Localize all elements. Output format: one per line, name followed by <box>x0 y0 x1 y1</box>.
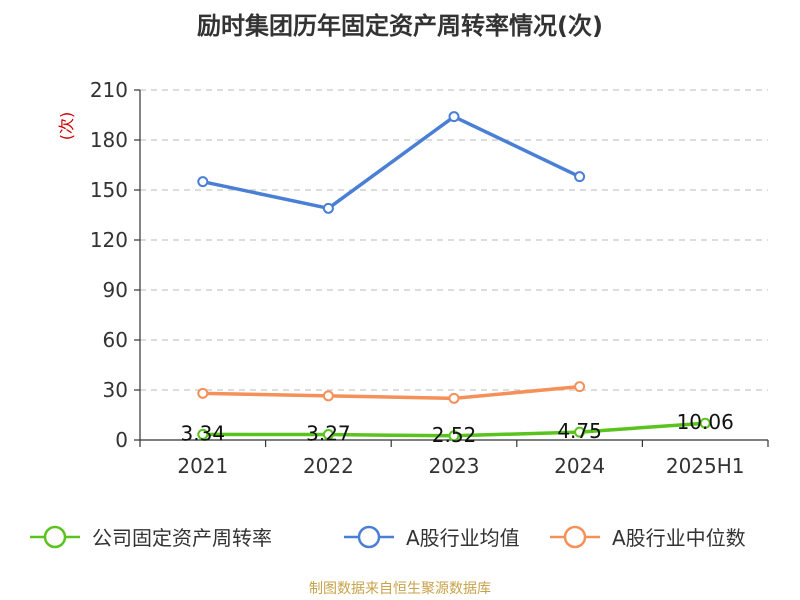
legend-marker <box>43 525 67 549</box>
y-tick-label: 60 <box>103 328 128 352</box>
data-point <box>574 171 586 183</box>
series-line <box>202 114 581 211</box>
legend-label: A股行业中位数 <box>612 526 746 550</box>
x-tick-label: 2021 <box>177 454 228 478</box>
y-tick-label: 210 <box>90 78 128 102</box>
grid-lines <box>140 89 768 391</box>
x-tick-label: 2025H1 <box>666 454 745 478</box>
data-point <box>448 430 460 442</box>
x-tick-label: 2024 <box>554 454 605 478</box>
source-note: 制图数据来自恒生聚源数据库 <box>309 581 491 597</box>
legend-marker <box>357 525 381 549</box>
y-tick-label: 150 <box>90 178 128 202</box>
legend-marker <box>563 525 587 549</box>
axes: 0 30 60 90 120 150 180 210 2021 2022 2023 2024 2025H… <box>90 78 769 478</box>
data-point <box>197 428 209 440</box>
y-tick-label: 90 <box>103 278 128 302</box>
data-point <box>699 417 711 429</box>
data-label: 3.27 <box>306 422 351 446</box>
data-point <box>197 387 209 399</box>
data-point <box>448 392 460 404</box>
y-tick-label: 30 <box>103 378 128 402</box>
legend: 公司固定资产周转率 A股行业均值 A股行业中位数 <box>30 525 746 550</box>
series-line <box>202 384 580 401</box>
legend-label: A股行业均值 <box>406 526 520 550</box>
data-point <box>574 381 586 393</box>
data-point <box>322 429 334 441</box>
series <box>197 111 711 442</box>
legend-label: 公司固定资产周转率 <box>92 526 272 550</box>
data-label: 3.34 <box>181 421 226 445</box>
data-point <box>448 111 460 123</box>
data-label: 10.06 <box>677 410 734 434</box>
y-tick-label: 180 <box>90 128 128 152</box>
data-point <box>322 390 334 402</box>
y-tick-label: 0 <box>115 428 128 452</box>
chart-title: 励时集团历年固定资产周转率情况(次) <box>197 12 603 40</box>
x-tick-label: 2022 <box>303 454 354 478</box>
x-tick-label: 2023 <box>429 454 480 478</box>
data-point <box>574 426 586 438</box>
data-point <box>197 176 209 188</box>
y-axis-label: (次) <box>57 112 76 141</box>
data-label: 4.75 <box>557 419 602 443</box>
data-label: 2.52 <box>432 423 477 447</box>
y-tick-label: 120 <box>90 228 128 252</box>
data-labels: 3.34 3.27 2.52 4.75 10.06 <box>181 410 734 447</box>
data-point <box>322 202 334 214</box>
